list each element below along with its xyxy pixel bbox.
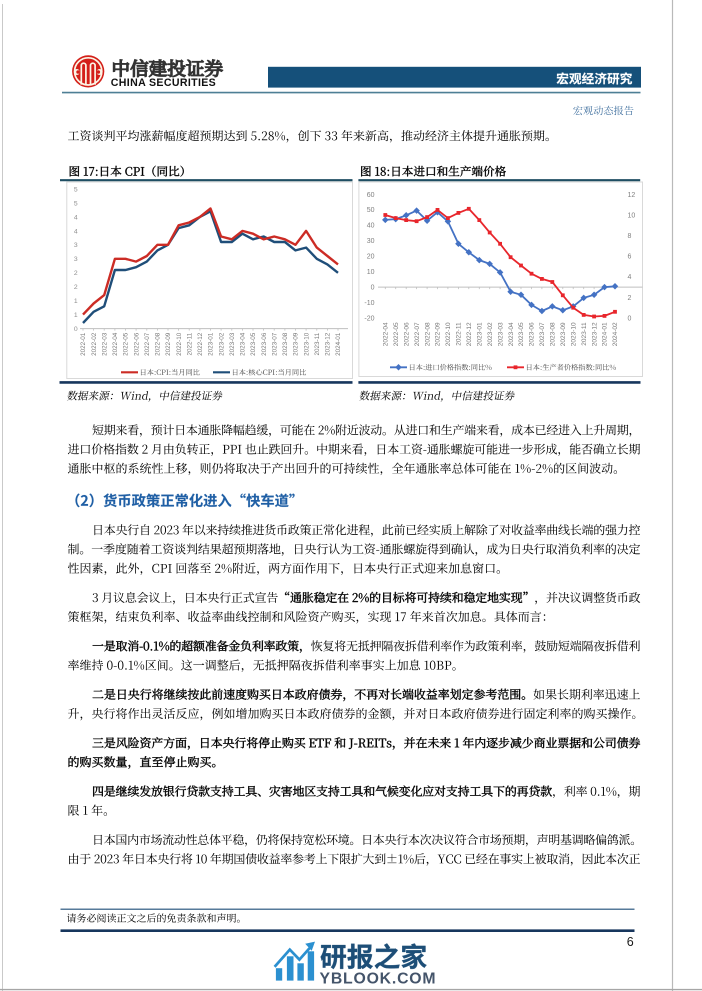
svg-text:2022-05: 2022-05 [393,322,400,346]
svg-text:CHINA SECURITIES: CHINA SECURITIES [111,77,216,89]
svg-text:6: 6 [627,935,634,949]
svg-text:2024-01: 2024-01 [602,322,609,346]
svg-text:2023-05: 2023-05 [518,322,525,346]
svg-text:2022-04: 2022-04 [112,332,119,356]
svg-text:2023-02: 2023-02 [487,322,494,346]
svg-text:2022-03: 2022-03 [102,332,109,356]
svg-text:3: 3 [74,256,78,263]
svg-text:2: 2 [74,284,78,291]
svg-text:2023-07: 2023-07 [539,322,546,346]
svg-text:2023-04: 2023-04 [240,332,247,356]
svg-text:2: 2 [628,295,632,302]
svg-text:2023-02: 2023-02 [218,332,225,356]
svg-text:2023-03: 2023-03 [229,332,236,356]
svg-text:2023-12: 2023-12 [325,332,332,356]
svg-text:8: 8 [628,233,632,240]
svg-text:2023-04: 2023-04 [508,322,515,346]
svg-text:0: 0 [371,285,375,292]
svg-text:40: 40 [367,223,375,230]
svg-text:2023-05: 2023-05 [250,332,257,356]
svg-text:2023-10: 2023-10 [303,332,310,356]
svg-text:3: 3 [74,242,78,249]
svg-text:6: 6 [628,254,632,261]
svg-text:2022-11: 2022-11 [456,322,463,346]
svg-text:2022-01: 2022-01 [80,332,87,356]
svg-text:2024-01: 2024-01 [335,332,342,356]
svg-text:2022-07: 2022-07 [144,332,151,356]
svg-text:2023-01: 2023-01 [477,322,484,346]
svg-text:2022-11: 2022-11 [186,332,193,355]
svg-text:2023-03: 2023-03 [497,322,504,346]
svg-text:60: 60 [367,192,375,199]
svg-text:2023-08: 2023-08 [282,332,289,356]
svg-text:2023-11: 2023-11 [581,322,588,346]
svg-text:20: 20 [367,254,375,261]
svg-text:4: 4 [628,274,632,281]
svg-text:-10: -10 [364,300,374,307]
svg-text:2023-12: 2023-12 [591,322,598,346]
svg-text:2022-06: 2022-06 [403,322,410,346]
svg-text:2023-09: 2023-09 [293,332,300,356]
svg-text:2022-09: 2022-09 [435,322,442,346]
svg-text:2022-02: 2022-02 [91,332,98,356]
svg-text:10: 10 [367,269,375,276]
svg-text:4: 4 [74,214,78,221]
svg-text:2022-08: 2022-08 [424,322,431,346]
svg-text:10: 10 [628,212,636,219]
svg-text:2023-11: 2023-11 [314,332,321,355]
svg-text:5: 5 [74,200,78,207]
svg-text:2022-07: 2022-07 [414,322,421,346]
svg-text:2022-12: 2022-12 [466,322,473,346]
svg-text:2023-01: 2023-01 [208,332,215,356]
svg-text:30: 30 [367,238,375,245]
svg-text:2022-04: 2022-04 [383,322,390,346]
svg-text:4: 4 [74,228,78,235]
svg-text:2023-06: 2023-06 [261,332,268,356]
svg-text:2023-06: 2023-06 [529,322,536,346]
svg-text:2022-10: 2022-10 [176,332,183,356]
svg-text:YBLOOK.COM: YBLOOK.COM [320,971,437,988]
svg-text:0: 0 [74,326,78,333]
svg-text:0: 0 [628,315,632,322]
svg-text:2022-12: 2022-12 [197,332,204,356]
svg-text:2022-08: 2022-08 [155,332,162,356]
svg-text:5: 5 [74,186,78,193]
svg-text:-20: -20 [364,315,374,322]
svg-text:12: 12 [628,192,636,199]
svg-text:2022-10: 2022-10 [445,322,452,346]
svg-text:2022-05: 2022-05 [123,332,130,356]
svg-text:2022-06: 2022-06 [133,332,140,356]
svg-text:2023-07: 2023-07 [271,332,278,356]
svg-text:1: 1 [74,312,78,319]
svg-text:50: 50 [367,207,375,214]
svg-text:1: 1 [74,298,78,305]
svg-text:2023-10: 2023-10 [570,322,577,346]
svg-text:2: 2 [74,270,78,277]
svg-text:2023-09: 2023-09 [560,322,567,346]
svg-text:2022-09: 2022-09 [165,332,172,356]
svg-text:2023-08: 2023-08 [550,322,557,346]
svg-text:2024-02: 2024-02 [612,322,619,346]
